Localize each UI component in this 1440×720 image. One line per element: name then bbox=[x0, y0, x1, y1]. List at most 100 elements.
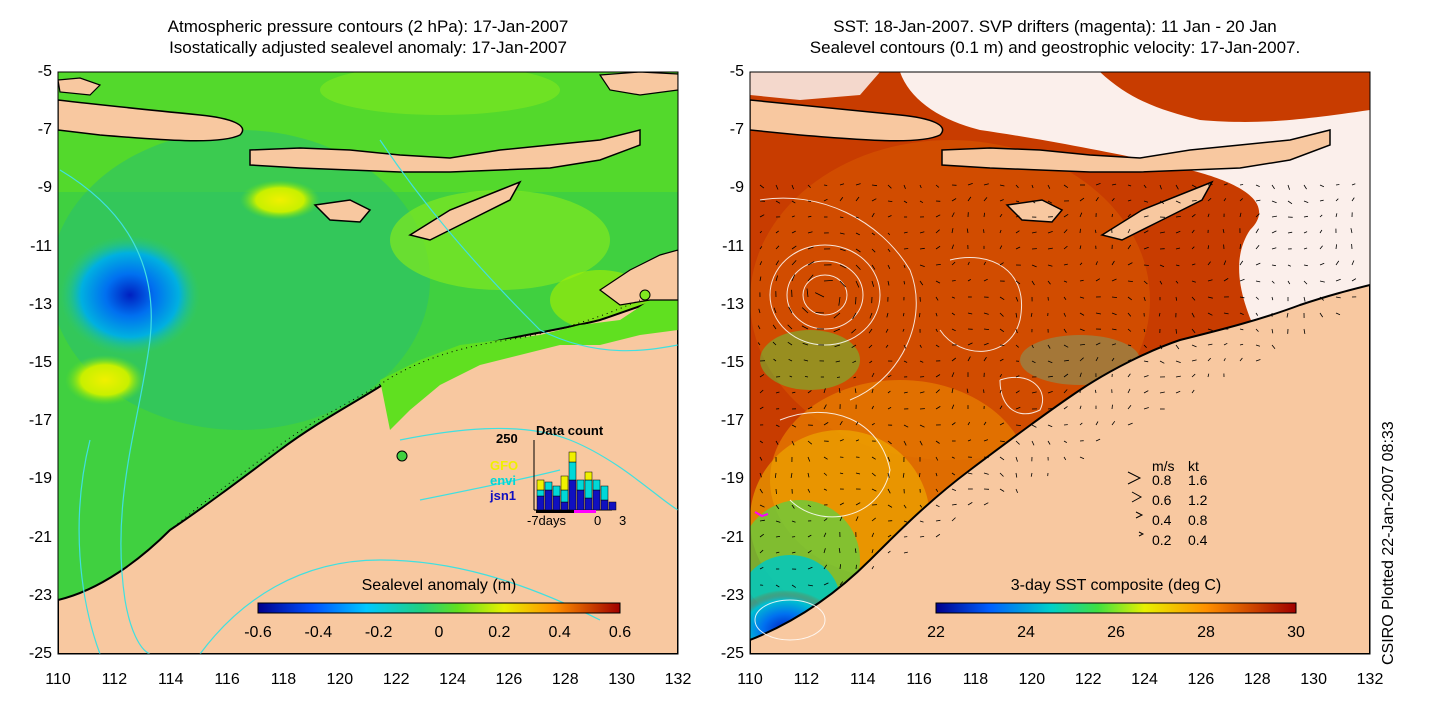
x-tick-label: 112 bbox=[101, 671, 128, 688]
velocity-vector bbox=[1015, 328, 1018, 334]
velocity-vector bbox=[1335, 296, 1341, 299]
velocity-vector bbox=[871, 488, 877, 492]
velocity-vector bbox=[1079, 388, 1081, 394]
velocity-vector bbox=[887, 407, 892, 410]
velocity-vector bbox=[791, 245, 797, 250]
velocity-vector bbox=[1223, 198, 1227, 202]
y-tick-label: -9 bbox=[729, 179, 744, 197]
velocity-vector bbox=[935, 312, 938, 317]
x-tick-label: 122 bbox=[1074, 671, 1102, 688]
velocity-vector bbox=[852, 312, 857, 320]
velocity-vector bbox=[1239, 343, 1244, 346]
velocity-vector bbox=[1030, 312, 1033, 317]
y-tick-label: -9 bbox=[37, 179, 52, 197]
velocity-vector bbox=[1063, 280, 1068, 283]
velocity-vector bbox=[1319, 296, 1324, 301]
velocity-vector bbox=[855, 472, 861, 475]
velocity-vector bbox=[887, 184, 892, 189]
y-tick-label: -7 bbox=[729, 121, 744, 139]
velocity-vector bbox=[801, 325, 809, 330]
velocity-vector bbox=[791, 424, 797, 428]
velocity-vector bbox=[759, 456, 763, 461]
velocity-vector bbox=[855, 421, 859, 426]
velocity-vector bbox=[1095, 183, 1101, 186]
velocity-vector bbox=[1319, 214, 1323, 218]
velocity-vector bbox=[759, 504, 765, 508]
velocity-vector bbox=[983, 328, 990, 330]
velocity-vector bbox=[775, 551, 780, 554]
velocity-vector bbox=[1175, 360, 1181, 363]
velocity-vector bbox=[902, 472, 905, 478]
velocity-vector bbox=[839, 564, 841, 570]
velocity-vector bbox=[1191, 328, 1196, 334]
velocity-vector bbox=[1191, 246, 1195, 250]
velocity-vector bbox=[1303, 280, 1308, 285]
velocity-vector bbox=[775, 245, 780, 250]
velocity-vector bbox=[1319, 184, 1325, 188]
velocity-vector bbox=[951, 357, 957, 362]
velocity-vector bbox=[869, 360, 873, 364]
velocity-vector bbox=[1127, 280, 1133, 282]
velocity-vector bbox=[1015, 200, 1020, 203]
velocity-vector bbox=[759, 488, 763, 494]
velocity-vector bbox=[855, 564, 857, 570]
inset-bar bbox=[576, 479, 585, 491]
x-tick-label: 126 bbox=[1187, 671, 1215, 688]
velocity-vector bbox=[983, 342, 989, 346]
velocity-vector bbox=[838, 548, 841, 554]
x-tick-label: 120 bbox=[326, 671, 354, 688]
velocity-vector bbox=[759, 276, 762, 282]
velocity-vector bbox=[871, 280, 875, 287]
sst-colorbar-tick: 30 bbox=[1287, 624, 1305, 641]
velocity-vector bbox=[855, 183, 861, 186]
right-panel-title: SST: 18-Jan-2007. SVP drifters (magenta)… bbox=[750, 16, 1360, 58]
velocity-vector bbox=[1159, 231, 1165, 234]
velocity-vector bbox=[999, 405, 1003, 410]
velocity-legend-ms: 0.4 bbox=[1152, 512, 1172, 528]
x-tick-label: 110 bbox=[737, 671, 763, 688]
velocity-vector bbox=[1287, 231, 1293, 234]
velocity-vector bbox=[791, 440, 795, 446]
velocity-vector bbox=[759, 246, 763, 250]
velocity-vector bbox=[935, 344, 940, 348]
velocity-vector bbox=[868, 344, 873, 349]
sla-colorbar-tick: -0.4 bbox=[304, 624, 333, 641]
velocity-vector bbox=[1255, 184, 1260, 187]
velocity-vector bbox=[775, 424, 780, 427]
velocity-vector bbox=[1207, 213, 1210, 218]
velocity-vector bbox=[871, 372, 875, 378]
x-tick-label: 126 bbox=[495, 671, 523, 688]
velocity-vector bbox=[999, 389, 1002, 394]
velocity-vector bbox=[951, 404, 955, 410]
velocity-vector bbox=[903, 280, 905, 285]
inset-bar bbox=[608, 501, 617, 511]
velocity-vector bbox=[1191, 263, 1196, 266]
velocity-vector bbox=[935, 214, 941, 218]
velocity-vector bbox=[775, 536, 781, 538]
velocity-vector bbox=[807, 440, 813, 445]
svp-drifter-track bbox=[754, 511, 769, 518]
velocity-vector bbox=[1303, 296, 1306, 302]
velocity-vector bbox=[951, 228, 954, 234]
velocity-vector bbox=[871, 422, 875, 426]
sla-colorbar-tick: 0.4 bbox=[548, 624, 571, 641]
sst-colorbar bbox=[935, 602, 1297, 614]
velocity-vector bbox=[1111, 420, 1116, 426]
velocity-vector bbox=[791, 215, 795, 218]
x-tick-label: 116 bbox=[214, 671, 240, 688]
velocity-vector bbox=[919, 200, 924, 204]
velocity-vector bbox=[1127, 184, 1132, 187]
velocity-vector bbox=[1031, 344, 1034, 349]
velocity-vector bbox=[1143, 344, 1147, 348]
velocity-vector bbox=[823, 488, 827, 491]
velocity-vector bbox=[1175, 216, 1181, 218]
velocity-vector bbox=[851, 344, 857, 349]
velocity-vector bbox=[871, 388, 874, 394]
velocity-vector bbox=[788, 306, 793, 314]
velocity-vector bbox=[1159, 344, 1163, 350]
velocity-vector bbox=[1143, 407, 1149, 410]
velocity-vector bbox=[1335, 278, 1341, 282]
velocity-vector bbox=[759, 374, 765, 378]
velocity-vector bbox=[853, 376, 857, 379]
velocity-vector bbox=[1303, 200, 1309, 203]
